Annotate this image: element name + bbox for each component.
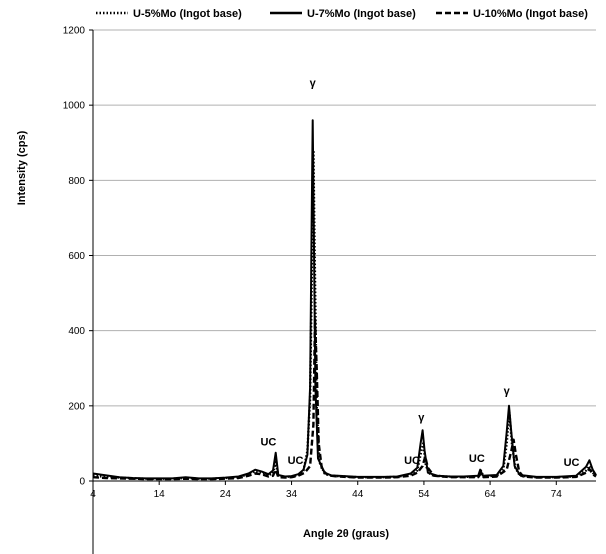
y-tick-label: 800	[68, 176, 85, 187]
y-tick-label: 400	[68, 326, 85, 337]
legend-label-2: U-7%Mo (Ingot base)	[307, 8, 416, 20]
peak-annotation: γ	[418, 412, 425, 424]
series-line-2	[92, 119, 597, 480]
series-line-3	[92, 318, 597, 481]
peak-annotation: γ	[504, 386, 511, 398]
series-line-1	[92, 149, 597, 480]
legend: U-5%Mo (Ingot base) U-7%Mo (Ingot base) U-…	[96, 8, 588, 20]
legend-label-1: U-5%Mo (Ingot base)	[133, 8, 242, 20]
x-tick-label: 14	[154, 489, 166, 500]
axes	[89, 29, 596, 554]
y-tick-label: 0	[79, 477, 85, 488]
y-axis-title: Intensity (cps)	[16, 130, 28, 205]
y-tick-label: 600	[68, 251, 85, 262]
series-group	[92, 119, 597, 481]
gridlines	[93, 29, 596, 407]
peak-annotation: UC	[469, 453, 485, 465]
peak-annotation: UC	[260, 436, 276, 448]
y-tick-label: 200	[68, 401, 85, 412]
peak-annotation: UC	[564, 457, 580, 469]
y-tick-label: 1000	[63, 101, 86, 112]
x-tick-label: 74	[551, 489, 563, 500]
x-tick-label: 4	[90, 489, 96, 500]
x-tick-label: 34	[286, 489, 298, 500]
peak-annotation: UC	[404, 455, 420, 467]
tick-labels: 0 200 400 600 800 1000 1200 4 14 24 34 44 54 64 74	[63, 26, 563, 501]
x-tick-label: 24	[220, 489, 232, 500]
peak-annotation: γ	[310, 77, 317, 89]
annotations: γ UC UC γ UC UC γ UC	[260, 77, 579, 469]
y-tick-label: 1200	[63, 26, 86, 37]
x-axis-title: Angle 2θ (graus)	[303, 528, 389, 540]
legend-label-3: U-10%Mo (Ingot base)	[473, 8, 588, 20]
x-tick-label: 64	[485, 489, 497, 500]
peak-annotation: UC	[288, 455, 304, 467]
x-tick-label: 44	[352, 489, 364, 500]
x-tick-label: 54	[418, 489, 430, 500]
